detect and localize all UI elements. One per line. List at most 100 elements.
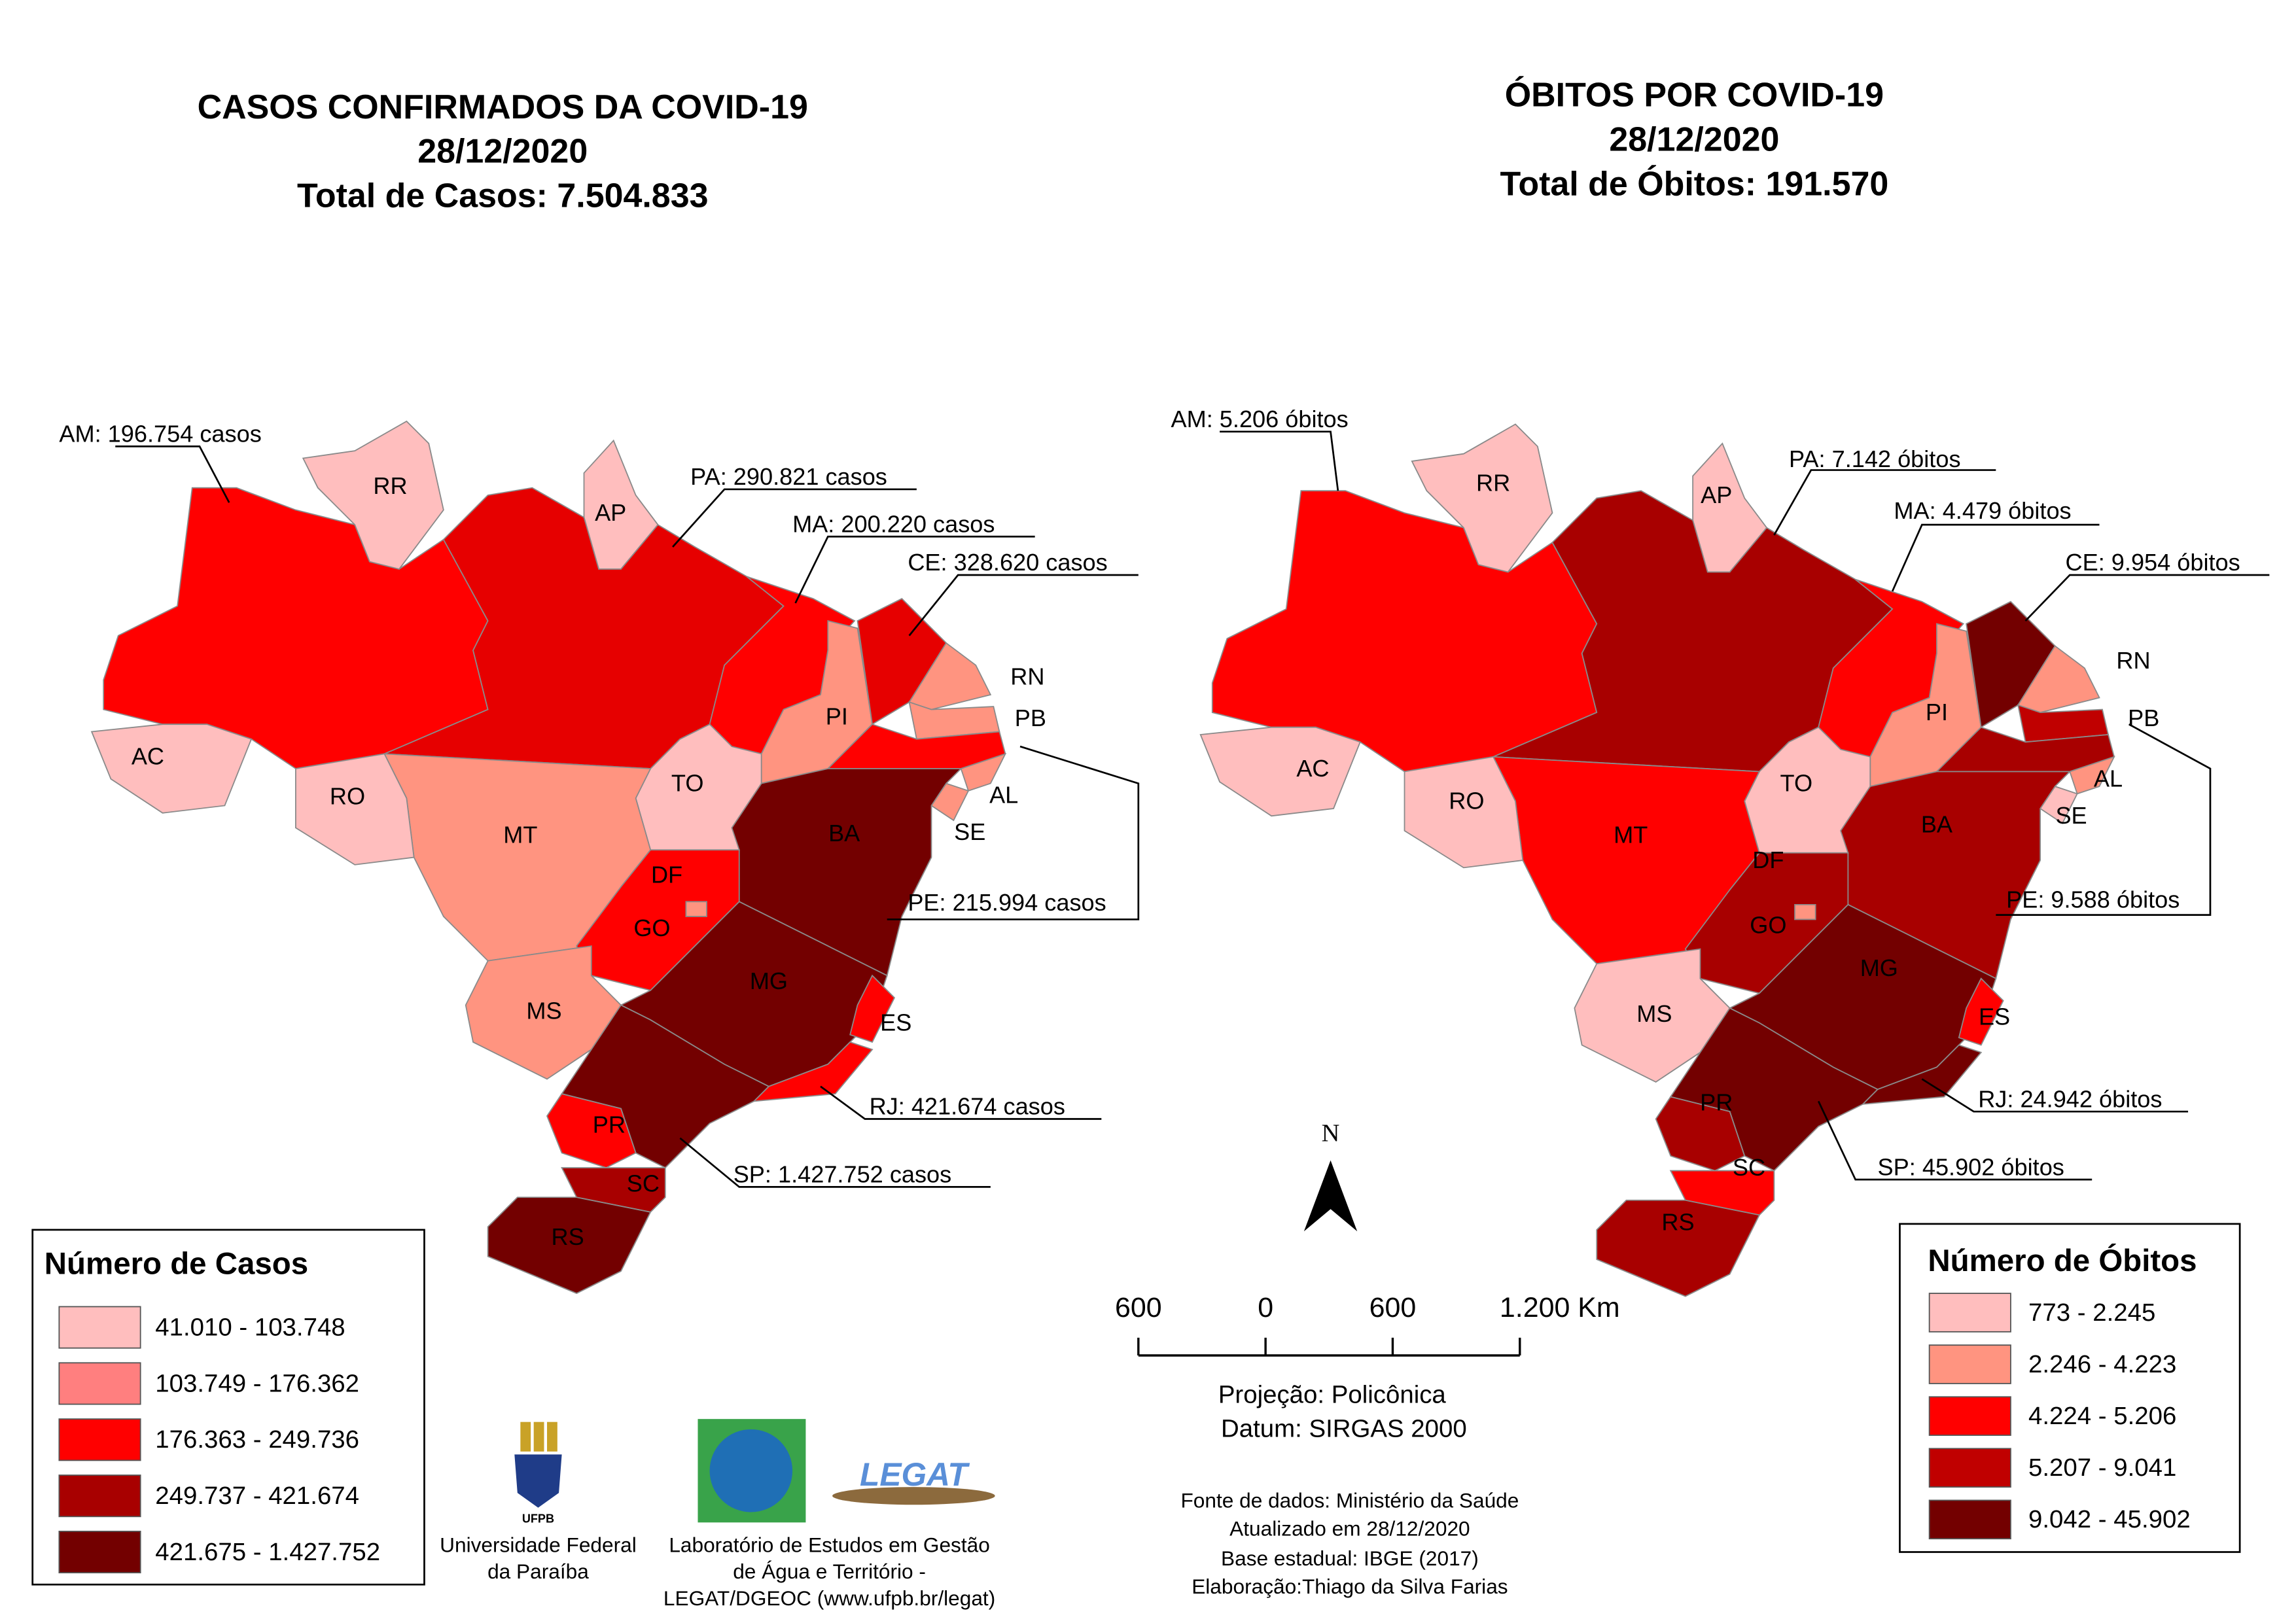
callout-label: MA: 4.479 óbitos — [1894, 497, 2071, 524]
callout-label: PA: 7.142 óbitos — [1789, 445, 1961, 472]
leader-line — [1817, 1100, 2093, 1181]
leader-line — [1773, 469, 1996, 536]
legend-swatch — [1928, 1448, 2011, 1488]
leader-line — [1921, 1078, 2189, 1113]
state-label: PB — [1015, 705, 1046, 731]
legend-label: 2.246 - 4.223 — [2028, 1350, 2176, 1378]
legend-swatch — [1928, 1344, 2011, 1384]
scale-label: 600 — [1115, 1292, 1162, 1323]
legend-title: Número de Casos — [44, 1247, 308, 1282]
datum: Datum: SIRGAS 2000 — [1221, 1414, 1467, 1442]
source-line: Atualizado em 28/12/2020 — [1229, 1517, 1470, 1541]
leader-line — [672, 488, 917, 548]
map-date: 28/12/2020 — [1609, 121, 1779, 159]
state-label: RN — [2116, 647, 2150, 674]
legend-label: 773 - 2.245 — [2028, 1299, 2155, 1327]
state-label: DF — [651, 861, 682, 888]
legend-swatch — [1928, 1396, 2011, 1436]
logo-shape — [547, 1422, 557, 1452]
legend-swatch — [58, 1530, 141, 1574]
state-label: AC — [132, 743, 164, 770]
legend-label: 4.224 - 5.206 — [2028, 1402, 2176, 1430]
institution-name: Laboratório de Estudos em Gestão — [669, 1533, 989, 1557]
leader-line — [1220, 430, 1339, 491]
logo-shape — [520, 1422, 531, 1452]
state — [90, 724, 253, 814]
state-label: PB — [2128, 705, 2159, 731]
callout-label: CE: 328.620 casos — [908, 549, 1107, 576]
map-total: Total de Casos: 7.504.833 — [297, 177, 709, 215]
map-total: Total de Óbitos: 191.570 — [1500, 165, 1888, 203]
map-title: CASOS CONFIRMADOS DA COVID-19 — [198, 88, 808, 126]
callout-label: RJ: 24.942 óbitos — [1978, 1085, 2162, 1112]
logo-shape — [533, 1422, 544, 1452]
state-label: TO — [671, 769, 704, 796]
legend-swatch — [58, 1475, 141, 1518]
state-label: RR — [1476, 470, 1510, 497]
institution-name: Universidade Federal — [440, 1533, 637, 1557]
state-label: ES — [880, 1009, 911, 1036]
legend-label: 176.363 - 249.736 — [155, 1425, 359, 1454]
legend-label: 103.749 - 176.362 — [155, 1369, 359, 1397]
map-title: ÓBITOS POR COVID-19 — [1505, 77, 1884, 114]
state-label: RN — [1010, 663, 1044, 690]
leader-line — [115, 445, 230, 503]
legend-label: 421.675 - 1.427.752 — [155, 1538, 380, 1566]
state-label: AL — [989, 781, 1018, 808]
state-label: SC — [627, 1170, 660, 1197]
state-label: AP — [1701, 481, 1732, 508]
state-label: SE — [954, 818, 985, 845]
leader-line — [794, 535, 1035, 604]
state-label: MT — [1614, 821, 1648, 848]
state-label: MG — [1860, 954, 1898, 981]
callout-label: AM: 5.206 óbitos — [1171, 406, 1349, 432]
legend-label: 9.042 - 45.902 — [2028, 1505, 2191, 1533]
state-label: AP — [595, 499, 626, 526]
state-label: PI — [1926, 699, 1948, 725]
legend-swatch — [58, 1306, 141, 1349]
source-line: Fonte de dados: Ministério da Saúde — [1180, 1489, 1519, 1512]
source-line: Elaboração:Thiago da Silva Farias — [1192, 1575, 1508, 1598]
callout-label: CE: 9.954 óbitos — [2066, 549, 2240, 576]
state-label: DF — [1752, 846, 1784, 873]
projection: Projeção: Policônica — [1218, 1380, 1447, 1408]
callout-label: SP: 1.427.752 casos — [733, 1161, 952, 1188]
dgeoc-logo — [709, 1429, 793, 1512]
state-label: BA — [828, 820, 860, 846]
state-label: PR — [1700, 1089, 1733, 1115]
callout-label: RJ: 421.674 casos — [870, 1093, 1065, 1120]
legat-logo — [832, 1487, 995, 1505]
state-label: ES — [1979, 1003, 2010, 1030]
state-label: MG — [750, 968, 788, 994]
north-arrow — [1303, 1160, 1358, 1232]
institution-name: da Paraíba — [487, 1560, 589, 1583]
state-label: SE — [2055, 802, 2087, 829]
callout-label: PE: 9.588 óbitos — [2006, 886, 2180, 913]
callout-label: PE: 215.994 casos — [908, 889, 1106, 916]
leader-lines — [115, 430, 2270, 1188]
state-label: AC — [1296, 755, 1329, 782]
state-label: RO — [330, 783, 365, 810]
state-label: MS — [526, 997, 561, 1024]
state-label: TO — [1780, 769, 1813, 796]
scale-label: 0 — [1258, 1292, 1273, 1323]
state-label: RS — [1661, 1208, 1694, 1235]
logo-shape — [514, 1454, 562, 1508]
legend-swatch — [58, 1362, 141, 1405]
leader-line — [679, 1137, 991, 1188]
source-line: Base estadual: IBGE (2017) — [1221, 1546, 1479, 1570]
state-label: PI — [826, 703, 848, 730]
north-label: N — [1322, 1119, 1340, 1147]
map-date: 28/12/2020 — [417, 133, 588, 171]
state — [685, 901, 708, 918]
state-label: RS — [552, 1223, 584, 1250]
legend-label: 5.207 - 9.041 — [2028, 1454, 2176, 1482]
leader-line — [2024, 574, 2270, 621]
leader-line — [1891, 523, 2100, 592]
legend-box — [1899, 1223, 2241, 1553]
legend-box — [31, 1229, 425, 1586]
callout-label: MA: 200.220 casos — [792, 510, 995, 537]
state-label: MS — [1636, 1000, 1672, 1027]
scale-label: 1.200 Km — [1500, 1292, 1620, 1323]
